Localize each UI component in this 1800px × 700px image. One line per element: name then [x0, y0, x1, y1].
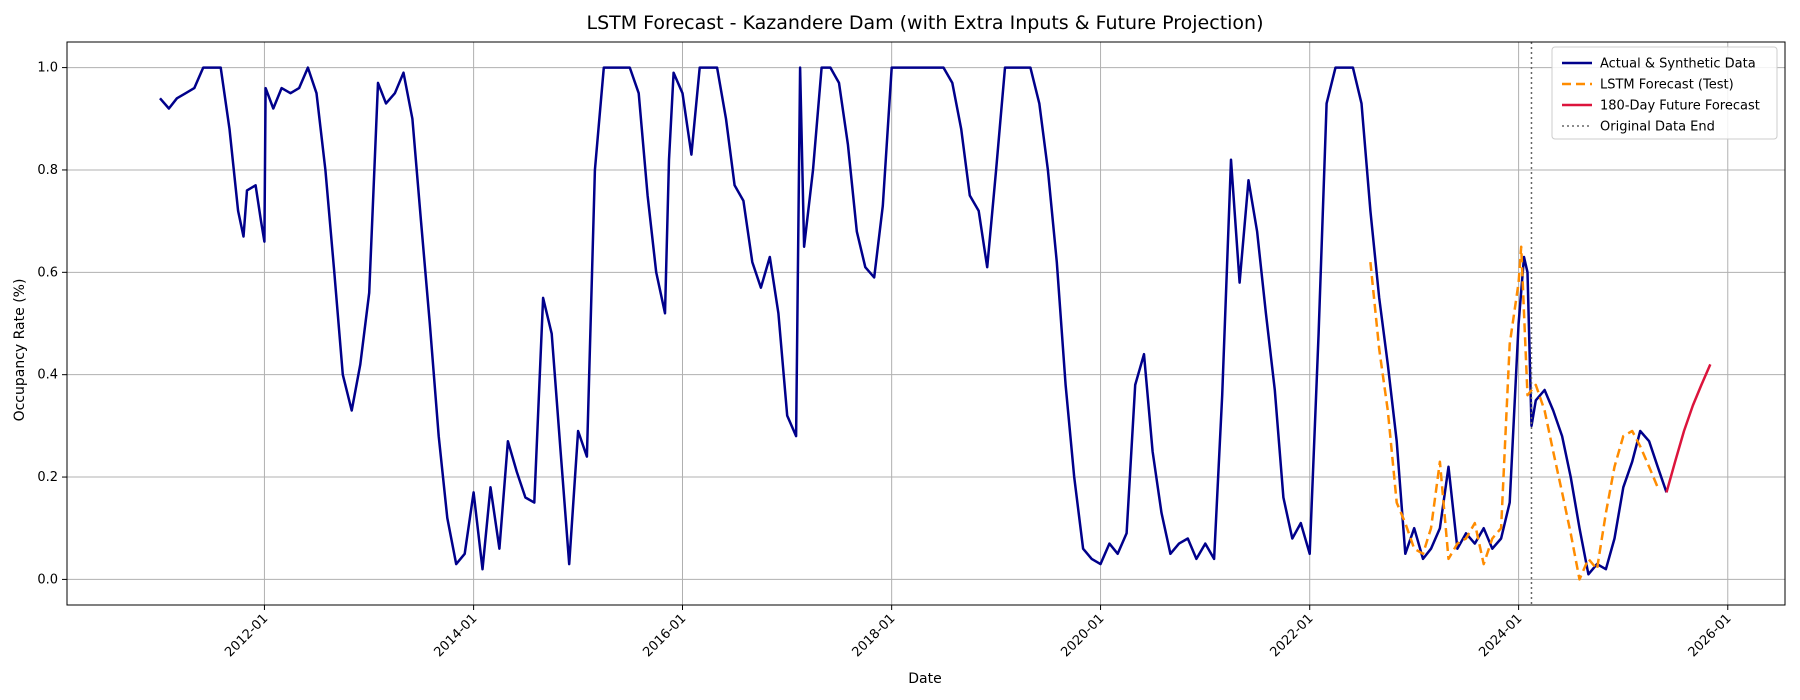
legend-label: LSTM Forecast (Test)	[1600, 78, 1734, 93]
plot-frame	[66, 41, 1786, 606]
y-tick-label: 0.6	[37, 265, 58, 280]
series-line-180-day-future-forecast	[1665, 363, 1712, 493]
y-tick-label: 0.4	[37, 368, 58, 383]
y-tick-label: 0.0	[37, 572, 58, 587]
series-line-lstm-forecast-test	[1369, 245, 1659, 581]
legend-label: Actual & Synthetic Data	[1600, 57, 1756, 72]
series-line-actual-synthetic-data	[159, 66, 1668, 576]
legend-label: Original Data End	[1600, 120, 1715, 135]
legend-box	[1551, 46, 1778, 140]
y-axis-label: Occupancy Rate (%)	[12, 279, 28, 422]
y-tick-label: 0.8	[37, 163, 58, 178]
plot-area	[159, 42, 1712, 605]
x-axis-label: Date	[908, 671, 941, 687]
legend: Actual & Synthetic Data LSTM Forecast (Te…	[1551, 46, 1778, 140]
legend-label: 180-Day Future Forecast	[1600, 99, 1760, 114]
chart-title: LSTM Forecast - Kazandere Dam (with Extr…	[587, 12, 1264, 34]
y-tick-label: 0.2	[37, 470, 58, 485]
y-tick-label: 1.0	[37, 61, 58, 76]
